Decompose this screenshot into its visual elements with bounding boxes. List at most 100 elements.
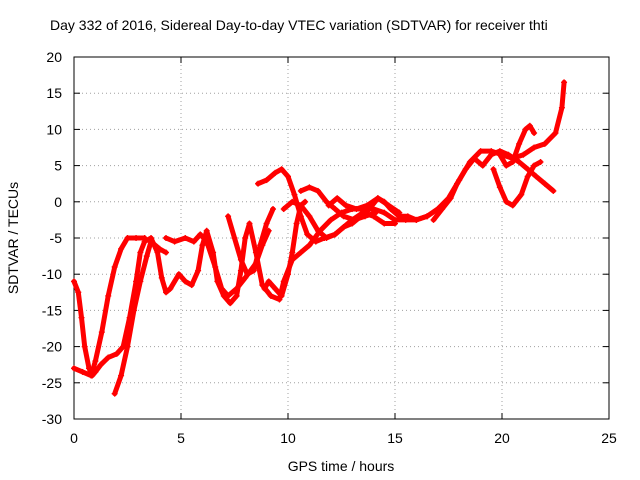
axis-ticks	[73, 56, 610, 420]
data-point	[98, 329, 105, 336]
data-point	[454, 180, 461, 187]
x-tick-label: 25	[601, 430, 617, 446]
data-point	[323, 235, 330, 241]
data-point	[537, 158, 544, 165]
data-point	[541, 180, 548, 187]
data-point	[188, 282, 195, 289]
chart-title: Day 332 of 2016, Sidereal Day-to-day VTE…	[50, 17, 548, 33]
series-line	[431, 148, 556, 223]
data-point	[263, 220, 270, 227]
y-tick-label: -10	[42, 266, 62, 282]
data-point	[533, 173, 540, 180]
data-point	[366, 206, 373, 213]
data-point	[158, 274, 165, 281]
y-axis-title: SDTVAR / TECUs	[5, 182, 21, 294]
data-series	[496, 122, 538, 169]
data-point	[118, 372, 125, 379]
data-point	[479, 162, 486, 169]
data-point	[225, 213, 232, 220]
data-point	[503, 198, 510, 205]
data-point	[439, 206, 446, 213]
y-tick-label: 0	[54, 194, 62, 210]
data-point	[111, 263, 118, 270]
data-point	[471, 155, 478, 162]
data-point	[163, 235, 170, 241]
y-tick-label: -15	[42, 302, 62, 318]
data-point	[526, 122, 533, 129]
y-tick-label: 10	[46, 121, 62, 137]
data-point	[516, 158, 523, 165]
data-point	[71, 365, 77, 372]
data-point	[503, 162, 510, 169]
data-point	[237, 267, 244, 274]
data-point	[137, 249, 144, 256]
data-point	[212, 263, 219, 270]
data-point	[353, 206, 360, 213]
data-point	[496, 151, 503, 158]
data-point	[195, 267, 202, 274]
data-point	[531, 130, 538, 137]
data-point	[340, 224, 347, 231]
data-point	[167, 285, 174, 292]
data-point	[541, 140, 548, 147]
data-point	[509, 158, 516, 165]
data-point	[488, 151, 495, 158]
data-point	[561, 79, 568, 86]
data-point	[272, 285, 279, 292]
data-point	[340, 213, 347, 220]
data-point	[79, 368, 86, 375]
data-point	[462, 166, 469, 173]
data-point	[171, 238, 178, 245]
data-point	[242, 235, 249, 241]
data-point	[531, 162, 538, 169]
data-point	[182, 278, 189, 285]
data-point	[392, 220, 398, 227]
data-point	[280, 206, 287, 213]
data-point	[291, 191, 298, 198]
data-point	[304, 231, 311, 238]
data-point	[509, 202, 516, 209]
data-point	[413, 216, 420, 223]
data-point	[225, 292, 232, 299]
data-point	[246, 220, 253, 227]
data-point	[524, 173, 531, 180]
y-tick-label: -25	[42, 375, 62, 391]
data-point	[163, 249, 170, 256]
data-point	[113, 350, 120, 357]
data-point	[531, 144, 538, 151]
data-point	[92, 358, 99, 365]
data-point	[364, 202, 371, 209]
y-tick-label: -20	[42, 339, 62, 355]
data-point	[276, 296, 283, 303]
data-point	[552, 130, 559, 137]
data-point	[314, 187, 321, 194]
data-point	[124, 235, 131, 241]
data-point	[327, 216, 334, 223]
data-point	[75, 289, 82, 296]
data-point	[516, 140, 523, 147]
data-point	[381, 220, 388, 227]
data-point	[424, 213, 431, 220]
data-point	[242, 274, 249, 281]
data-point	[78, 314, 85, 321]
data-point	[250, 267, 257, 274]
data-point	[218, 285, 225, 292]
data-point	[342, 202, 349, 209]
data-point	[297, 213, 304, 220]
series-line	[225, 206, 276, 277]
data-point	[255, 180, 262, 187]
data-point	[332, 231, 339, 238]
data-point	[385, 202, 392, 209]
data-point	[105, 292, 112, 299]
data-point	[372, 209, 379, 216]
data-point	[203, 238, 210, 245]
data-point	[118, 245, 125, 252]
data-point	[285, 173, 291, 180]
data-point	[285, 271, 291, 278]
data-point	[323, 198, 330, 205]
data-point	[306, 213, 313, 220]
data-point	[381, 209, 388, 216]
data-point	[105, 354, 112, 361]
data-point	[237, 256, 244, 263]
data-point	[203, 227, 210, 234]
